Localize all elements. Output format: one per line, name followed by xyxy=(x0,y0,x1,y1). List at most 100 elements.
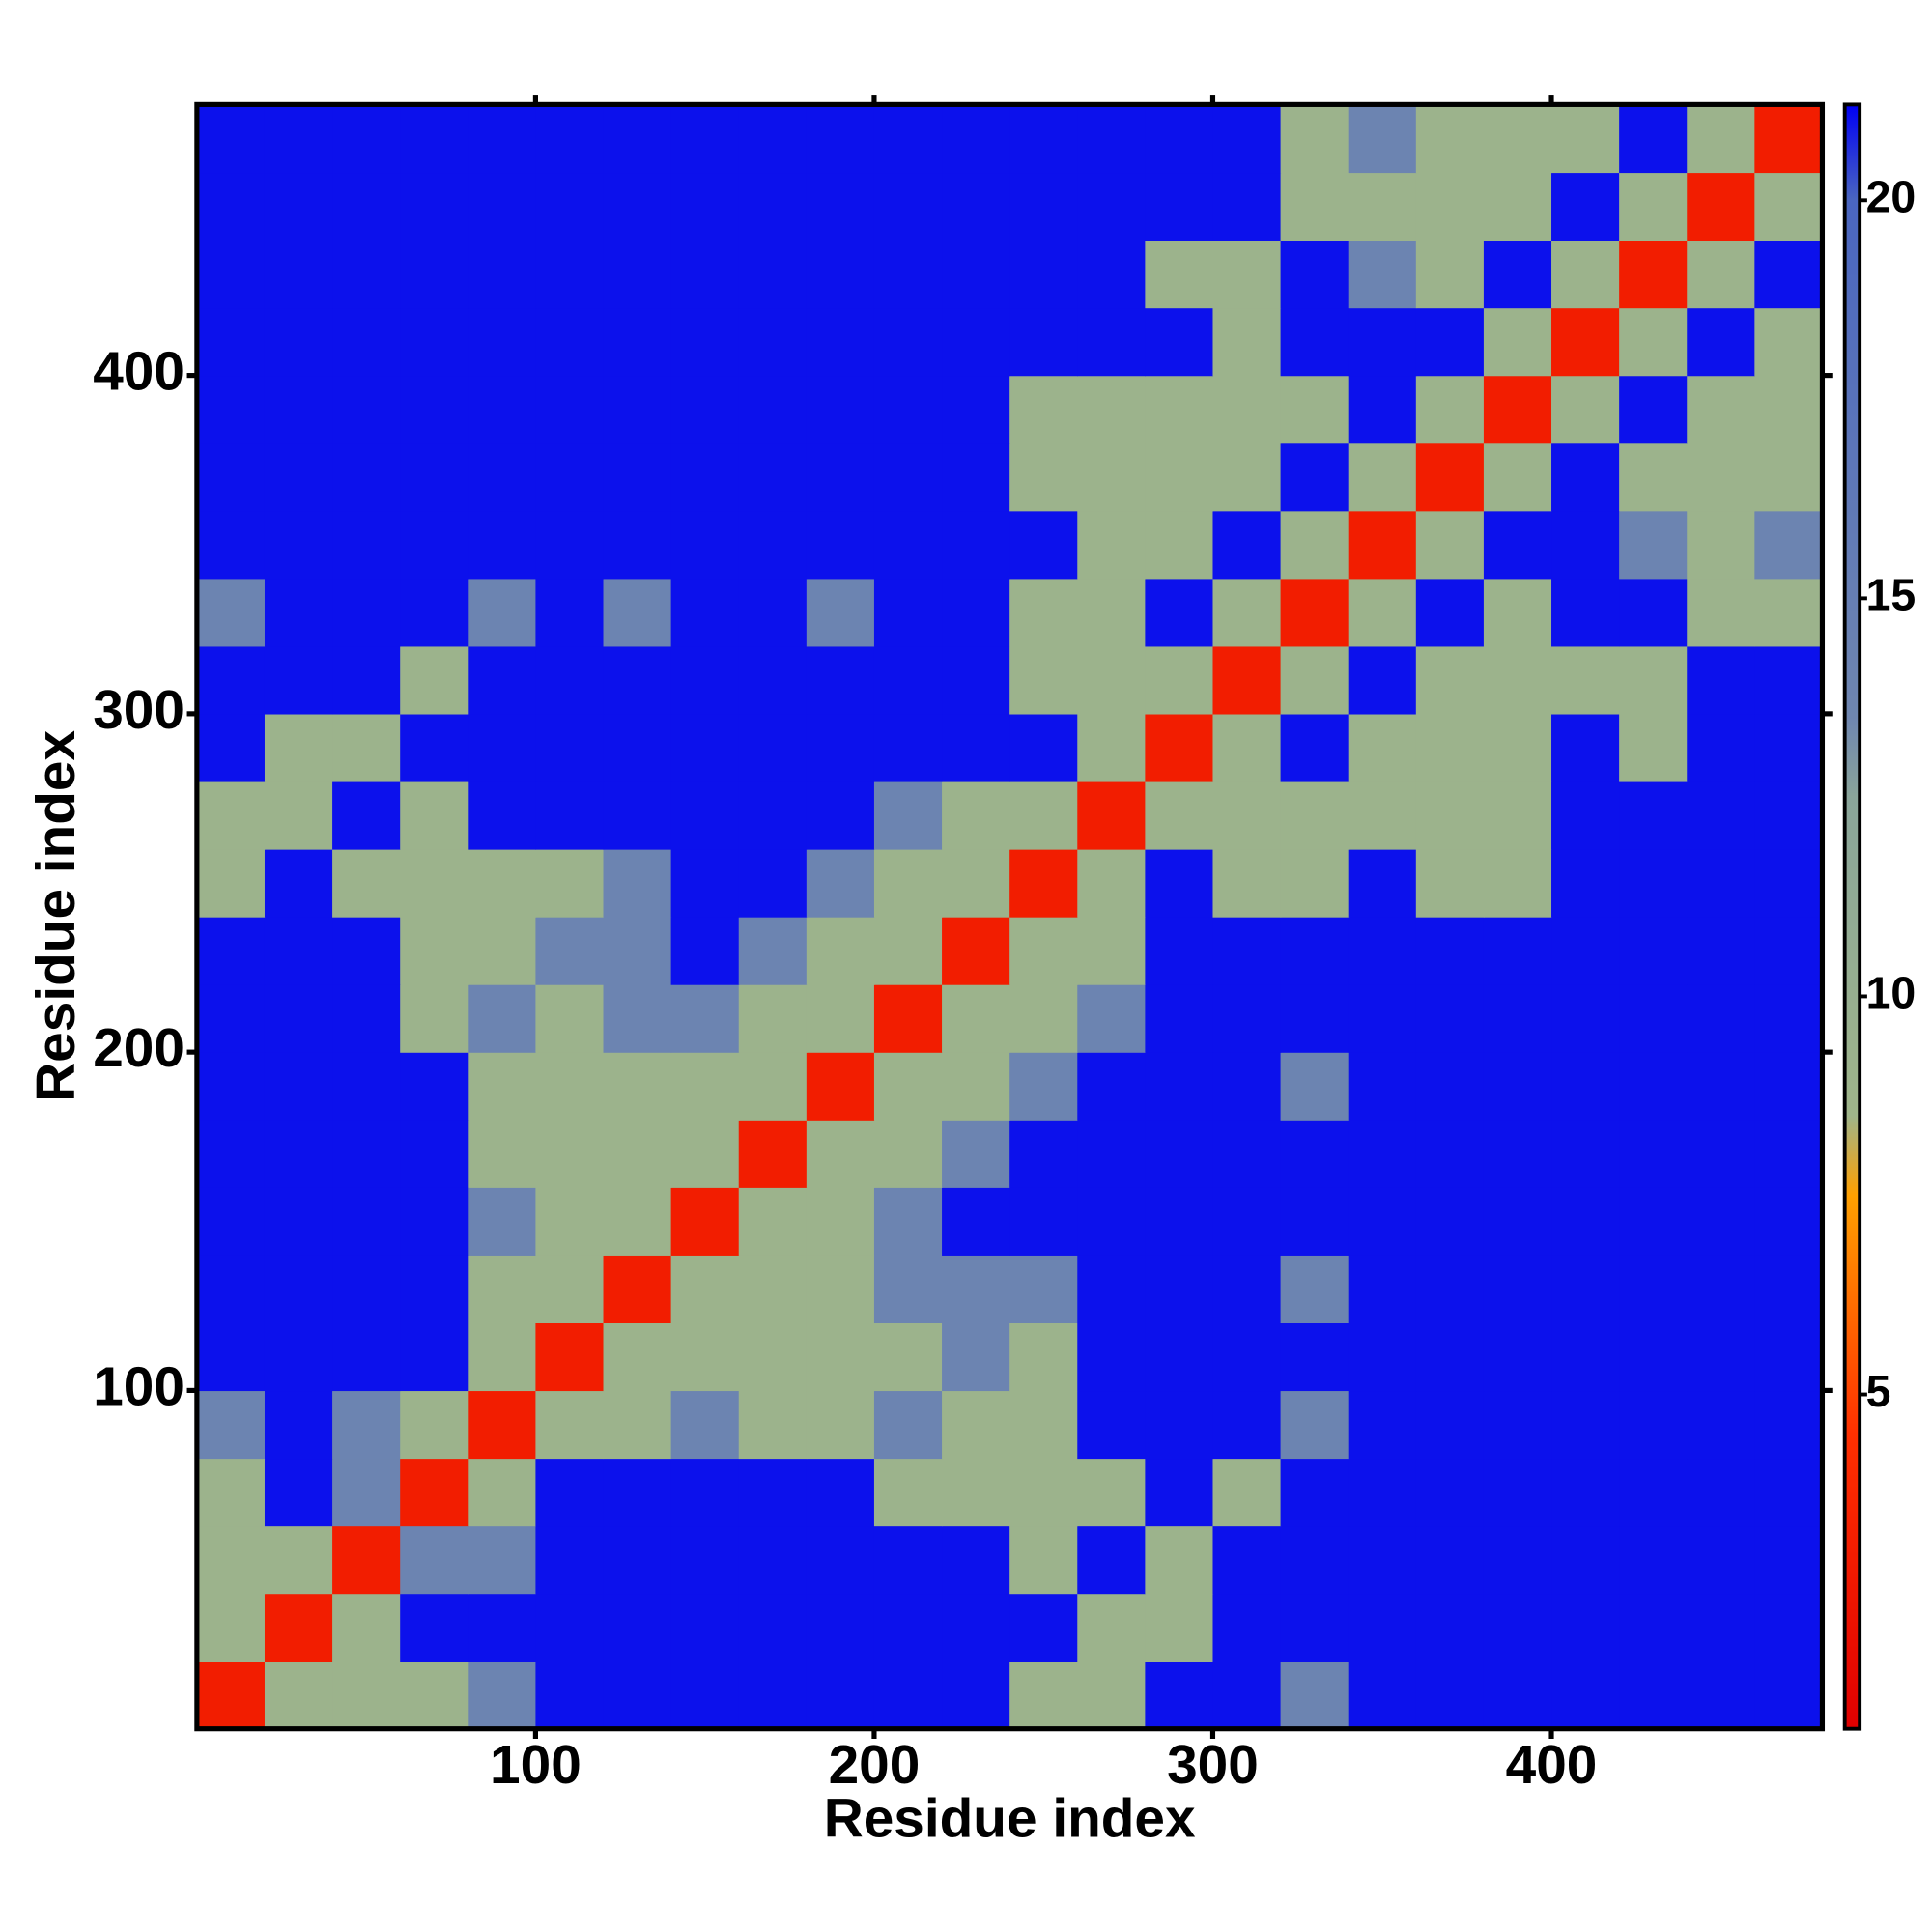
heatmap-cell xyxy=(1483,1255,1552,1323)
heatmap-cell xyxy=(670,1661,740,1730)
heatmap-cell xyxy=(806,172,875,242)
heatmap-cell xyxy=(603,1052,672,1121)
heatmap-cell xyxy=(264,1052,333,1121)
heatmap-cell xyxy=(264,1187,333,1256)
heatmap-cell xyxy=(1009,1052,1078,1121)
heatmap-cell xyxy=(1619,240,1688,309)
heatmap-cell xyxy=(1212,1593,1282,1662)
heatmap-cell xyxy=(1280,1052,1350,1121)
heatmap-cell xyxy=(468,645,537,715)
heatmap-cell xyxy=(400,1052,469,1121)
heatmap-cell xyxy=(1009,645,1078,715)
heatmap-cell xyxy=(196,510,266,580)
heatmap-cell xyxy=(468,1593,537,1662)
heatmap-cell xyxy=(196,1525,266,1595)
heatmap-cell xyxy=(603,442,672,512)
heatmap-cell xyxy=(1754,1458,1824,1527)
heatmap-cell xyxy=(603,1187,672,1256)
heatmap-cell xyxy=(196,781,266,850)
heatmap-cell xyxy=(332,713,401,782)
heatmap-cell xyxy=(264,172,333,242)
heatmap-cell xyxy=(468,172,537,242)
heatmap-cell xyxy=(196,645,266,715)
heatmap-cell xyxy=(1280,1120,1350,1188)
heatmap-cell xyxy=(738,510,808,580)
heatmap-cell xyxy=(1009,1255,1078,1323)
heatmap-cell xyxy=(1483,1187,1552,1256)
heatmap-cell xyxy=(1348,172,1417,242)
heatmap-cell xyxy=(942,510,1010,580)
heatmap-cell xyxy=(1551,375,1620,444)
heatmap-cell xyxy=(196,1052,266,1121)
heatmap-cell xyxy=(264,1390,333,1460)
heatmap-cell xyxy=(1077,713,1147,782)
heatmap-cell xyxy=(196,240,266,309)
heatmap-cell xyxy=(1212,1052,1282,1121)
heatmap-cell xyxy=(468,984,537,1053)
heatmap-cell xyxy=(332,1525,401,1595)
heatmap-cell xyxy=(535,1120,605,1188)
heatmap-cell xyxy=(1754,1593,1824,1662)
heatmap-cell xyxy=(535,1661,605,1730)
heatmap-cell xyxy=(332,1187,401,1256)
heatmap-cell xyxy=(670,1255,740,1323)
heatmap-cell xyxy=(1348,1661,1417,1730)
heatmap-cell xyxy=(1687,510,1755,580)
heatmap-cell xyxy=(1415,1255,1485,1323)
heatmap-cell xyxy=(535,645,605,715)
heatmap-cell xyxy=(873,578,943,647)
heatmap-cell xyxy=(942,1322,1010,1392)
heatmap-cell xyxy=(468,1458,537,1527)
heatmap-cell xyxy=(1280,848,1350,918)
heatmap-cell xyxy=(535,1525,605,1595)
heatmap-cell xyxy=(1348,1052,1417,1121)
heatmap-cell xyxy=(873,1322,943,1392)
heatmap-cell xyxy=(468,1661,537,1730)
heatmap-cell xyxy=(1619,104,1688,174)
heatmap-cell xyxy=(1551,442,1620,512)
heatmap-cell xyxy=(873,510,943,580)
heatmap-cell xyxy=(806,1593,875,1662)
heatmap-cell xyxy=(332,1458,401,1527)
plot-frame xyxy=(194,101,1826,1732)
heatmap-cell xyxy=(468,1525,537,1595)
heatmap-cell xyxy=(1619,578,1688,647)
heatmap-cell xyxy=(1145,510,1214,580)
heatmap-cell xyxy=(1483,781,1552,850)
heatmap-cell xyxy=(942,442,1010,512)
heatmap-cell xyxy=(1619,917,1688,985)
heatmap-cell xyxy=(1687,307,1755,377)
heatmap-cell xyxy=(1415,1052,1485,1121)
heatmap-cell xyxy=(738,848,808,918)
x-tick-label: 300 xyxy=(1167,1735,1259,1796)
heatmap-cell xyxy=(535,510,605,580)
heatmap-cell xyxy=(1280,1322,1350,1392)
heatmap-cell xyxy=(1145,984,1214,1053)
y-tick-label: 200 xyxy=(93,1018,185,1079)
heatmap-cell xyxy=(942,713,1010,782)
heatmap-cell xyxy=(332,104,401,174)
heatmap-cell xyxy=(1212,713,1282,782)
heatmap-cell xyxy=(1145,1187,1214,1256)
heatmap-cell xyxy=(1551,1390,1620,1460)
heatmap-cell xyxy=(1212,984,1282,1053)
heatmap-cell xyxy=(942,645,1010,715)
heatmap-cell xyxy=(806,1390,875,1460)
heatmap-cell xyxy=(942,1525,1010,1595)
heatmap-cell xyxy=(400,781,469,850)
heatmap-cell xyxy=(1483,1661,1552,1730)
heatmap-cell xyxy=(942,848,1010,918)
heatmap-cell xyxy=(1212,1187,1282,1256)
heatmap-cell xyxy=(603,172,672,242)
heatmap-cell xyxy=(1145,1458,1214,1527)
heatmap-cell xyxy=(1348,442,1417,512)
heatmap-cell xyxy=(400,1390,469,1460)
heatmap-cell xyxy=(670,1458,740,1527)
heatmap-cell xyxy=(196,578,266,647)
heatmap-cell xyxy=(264,510,333,580)
heatmap-cell xyxy=(400,848,469,918)
heatmap-cell xyxy=(1754,917,1824,985)
heatmap-cell xyxy=(1348,917,1417,985)
